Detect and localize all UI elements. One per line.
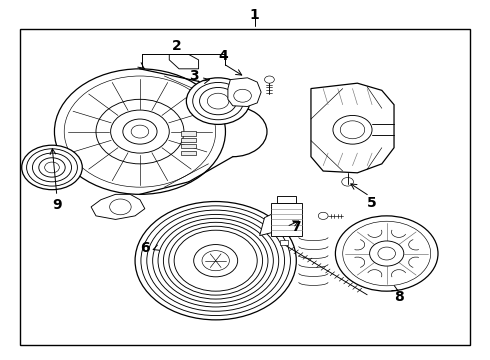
Circle shape bbox=[335, 216, 438, 291]
Polygon shape bbox=[181, 131, 196, 135]
Text: 1: 1 bbox=[250, 8, 260, 22]
Circle shape bbox=[22, 145, 82, 190]
Polygon shape bbox=[311, 83, 394, 173]
Circle shape bbox=[194, 244, 238, 277]
Text: 6: 6 bbox=[140, 241, 149, 255]
Text: 7: 7 bbox=[292, 220, 301, 234]
Circle shape bbox=[369, 241, 404, 266]
Text: 8: 8 bbox=[394, 289, 404, 303]
Polygon shape bbox=[280, 240, 288, 244]
Text: 2: 2 bbox=[172, 39, 181, 53]
Polygon shape bbox=[277, 196, 296, 203]
Polygon shape bbox=[91, 194, 145, 220]
Polygon shape bbox=[271, 203, 302, 235]
Polygon shape bbox=[181, 138, 196, 142]
Polygon shape bbox=[169, 54, 198, 69]
Text: 4: 4 bbox=[218, 49, 228, 63]
Text: 9: 9 bbox=[52, 198, 62, 212]
Polygon shape bbox=[181, 150, 196, 155]
Text: 5: 5 bbox=[367, 196, 377, 210]
Bar bbox=[20, 30, 470, 345]
Circle shape bbox=[333, 116, 372, 144]
Circle shape bbox=[54, 69, 225, 194]
Polygon shape bbox=[228, 78, 261, 107]
Text: 3: 3 bbox=[189, 69, 198, 83]
Polygon shape bbox=[260, 211, 294, 235]
Circle shape bbox=[135, 202, 296, 320]
Circle shape bbox=[186, 78, 250, 125]
Polygon shape bbox=[181, 144, 196, 148]
